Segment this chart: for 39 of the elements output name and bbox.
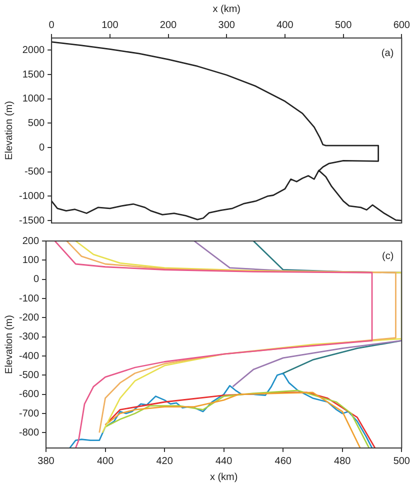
x-tick-label: 300 bbox=[218, 20, 236, 31]
y-tick-label: -200 bbox=[19, 312, 40, 324]
x-axis-title: x (km) bbox=[212, 4, 241, 15]
y-tick-label: -300 bbox=[19, 332, 40, 343]
y-tick-label: 200 bbox=[22, 236, 40, 247]
x-tick-label: 0 bbox=[48, 20, 55, 31]
x-tick-label: 500 bbox=[393, 456, 410, 467]
y-tick-label: -100 bbox=[19, 293, 40, 304]
y-tick-label: -1000 bbox=[19, 190, 46, 202]
x-tick-label: 100 bbox=[102, 20, 119, 31]
x-tick-label: 420 bbox=[156, 456, 174, 467]
y-tick-label: 1000 bbox=[22, 94, 46, 105]
x-tick-label: 440 bbox=[215, 456, 233, 467]
y-tick-label: -800 bbox=[19, 427, 40, 438]
x-tick-label: 600 bbox=[393, 20, 410, 31]
x-tick-label: 200 bbox=[160, 20, 178, 31]
y-tick-label: -1500 bbox=[19, 215, 46, 226]
x-tick-label: 400 bbox=[276, 20, 294, 31]
x-tick-label: 480 bbox=[334, 456, 352, 467]
y-axis-title: Elevation (m) bbox=[4, 101, 15, 160]
y-tick-label: -400 bbox=[19, 350, 40, 362]
y-tick-label: -700 bbox=[19, 408, 40, 420]
y-tick-label: -600 bbox=[19, 389, 40, 400]
x-axis-title: x (km) bbox=[210, 472, 238, 483]
y-axis-title: Elevation (m) bbox=[4, 315, 15, 374]
x-tick-label: 500 bbox=[334, 20, 352, 31]
y-tick-label: 500 bbox=[28, 118, 46, 129]
y-tick-label: 0 bbox=[39, 142, 46, 154]
y-tick-label: -500 bbox=[24, 166, 46, 178]
annotation: (a) bbox=[381, 48, 394, 59]
x-tick-label: 400 bbox=[96, 456, 114, 467]
annotation: (c) bbox=[382, 250, 394, 262]
y-tick-label: 100 bbox=[22, 254, 40, 266]
x-tick-label: 380 bbox=[38, 456, 55, 467]
y-tick-label: -500 bbox=[19, 370, 40, 381]
y-tick-label: 0 bbox=[33, 274, 40, 286]
y-tick-label: 1500 bbox=[22, 69, 46, 80]
x-tick-label: 460 bbox=[274, 456, 292, 467]
y-tick-label: 2000 bbox=[22, 44, 46, 56]
